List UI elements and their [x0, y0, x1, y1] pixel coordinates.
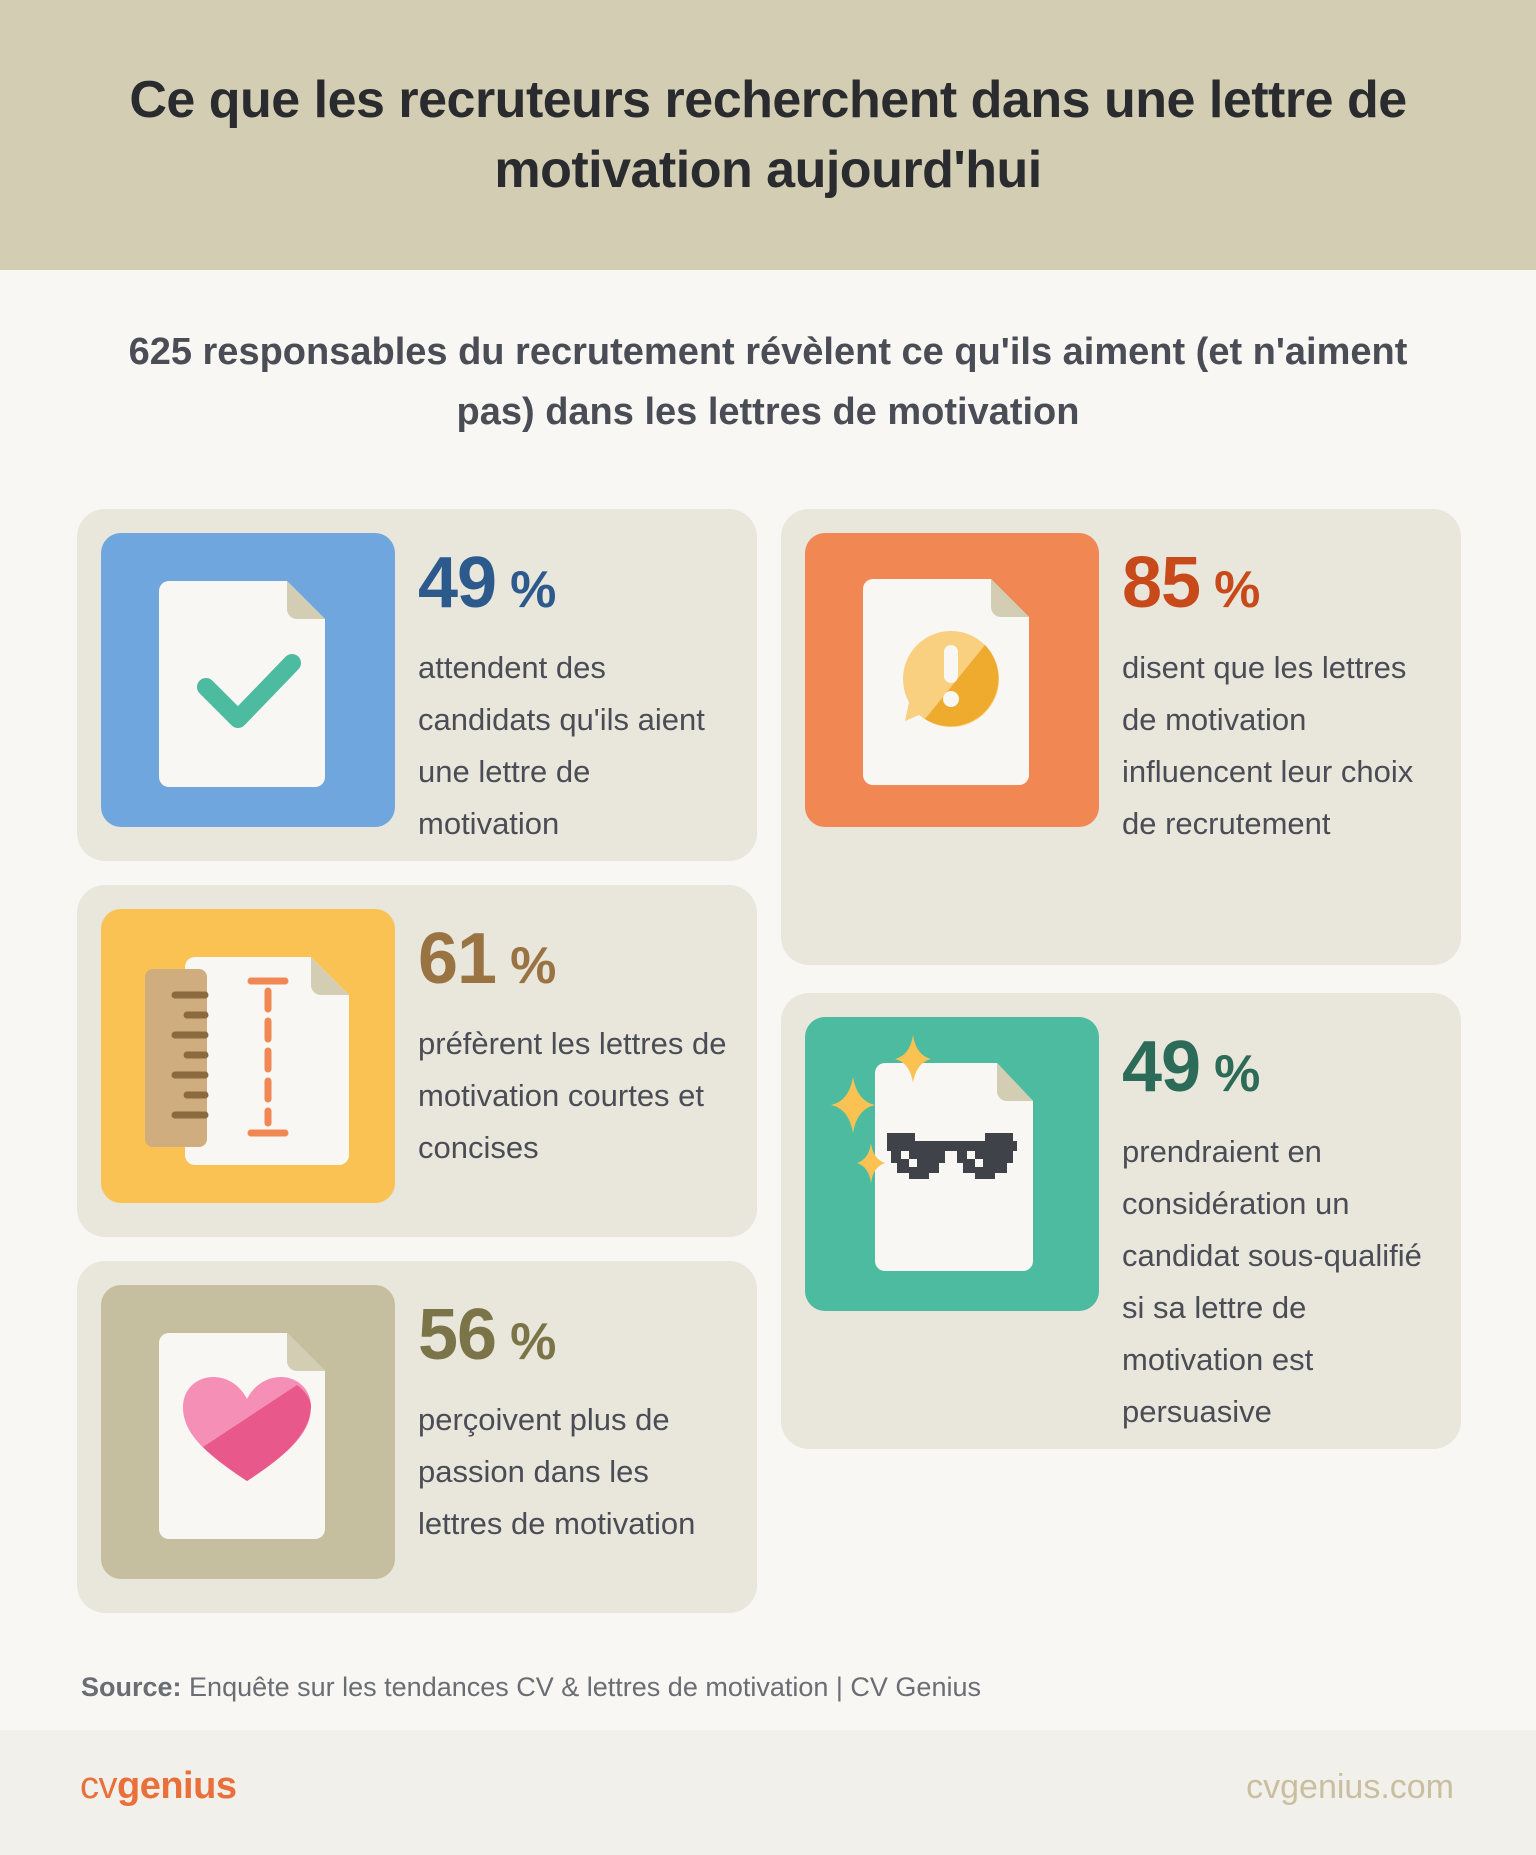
header-banner: Ce que les recruteurs recherchent dans u…	[0, 0, 1536, 270]
stat-text: 61% préfèrent les lettres de motivation …	[418, 917, 738, 1174]
source-label: Source:	[81, 1672, 182, 1702]
stat-text: 49% prendraient en considération un cand…	[1122, 1025, 1442, 1438]
stat-tile	[805, 1017, 1099, 1311]
stat-tile	[101, 1285, 395, 1579]
stat-percent: 56%	[418, 1295, 556, 1375]
stat-description: prendraient en considération un candidat…	[1122, 1134, 1422, 1429]
document-heart-icon	[159, 1333, 325, 1539]
stat-percent: 61%	[418, 919, 556, 999]
stat-card-short-letters: 61% préfèrent les lettres de motivation …	[77, 885, 757, 1237]
stat-description: perçoivent plus de passion dans les lett…	[418, 1402, 696, 1541]
stat-text: 85% disent que les lettres de motivation…	[1122, 541, 1442, 850]
stat-card-expect-letter: 49% attendent des candidats qu'ils aient…	[77, 509, 757, 861]
stat-description: préfèrent les lettres de motivation cour…	[418, 1026, 727, 1165]
stat-card-passion: 56% perçoivent plus de passion dans les …	[77, 1261, 757, 1613]
source-note: Source: Enquête sur les tendances CV & l…	[81, 1672, 981, 1703]
document-ruler-icon	[145, 957, 349, 1165]
page-title: Ce que les recruteurs recherchent dans u…	[129, 71, 1407, 199]
page-subtitle: 625 responsables du recrutement révèlent…	[128, 331, 1408, 433]
stat-description: attendent des candidats qu'ils aient une…	[418, 650, 705, 841]
document-check-icon	[159, 581, 325, 787]
source-text: Enquête sur les tendances CV & lettres d…	[189, 1672, 981, 1702]
stat-description: disent que les lettres de motivation inf…	[1122, 650, 1414, 841]
document-sunglasses-icon	[831, 1035, 1033, 1271]
footer-bar	[0, 1730, 1536, 1855]
stat-percent: 85%	[1122, 543, 1260, 623]
stat-percent: 49%	[418, 543, 556, 623]
stat-percent: 49%	[1122, 1027, 1260, 1107]
stat-text: 49% attendent des candidats qu'ils aient…	[418, 541, 738, 850]
stat-text: 56% perçoivent plus de passion dans les …	[418, 1293, 738, 1550]
site-url: cvgenius.com	[1246, 1768, 1454, 1806]
stat-card-persuasive: 49% prendraient en considération un cand…	[781, 993, 1461, 1449]
document-alert-icon	[863, 579, 1029, 785]
stat-tile	[101, 533, 395, 827]
stat-card-influence: 85% disent que les lettres de motivation…	[781, 509, 1461, 965]
stat-tile	[805, 533, 1099, 827]
stat-tile	[101, 909, 395, 1203]
cvgenius-logo: cvgenius	[80, 1765, 237, 1807]
